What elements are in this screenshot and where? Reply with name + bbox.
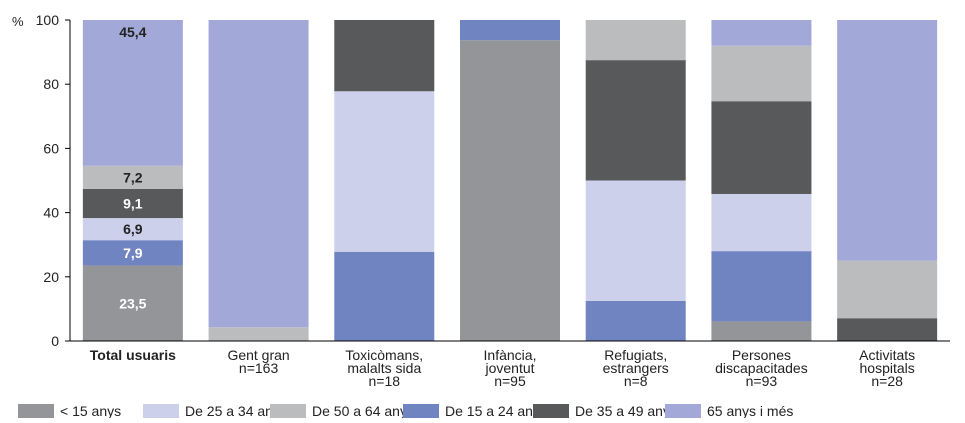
bar-segment: [711, 101, 812, 194]
category-label-line: Gent gran: [227, 347, 289, 363]
bar-segment: [82, 218, 183, 241]
category-label-line: malalts sida: [347, 360, 421, 376]
bar-segment: [585, 300, 686, 341]
bar-segment: [82, 240, 183, 266]
category-label-line: estrangers: [603, 360, 669, 376]
bar-segment: [711, 45, 812, 102]
category-label-line: Refugiats,: [604, 347, 667, 363]
data-labels: 23,5 7,9 6,9 9,1 7,2 45,4: [119, 24, 146, 311]
data-label: 23,5: [119, 295, 146, 311]
bar-segment: [82, 165, 183, 189]
category-label: Gent gran n=163: [227, 347, 289, 376]
y-tick-label: 40: [43, 205, 59, 221]
category-label-line: discapacitades: [715, 360, 808, 376]
category-label-line: n=95: [494, 373, 526, 389]
legend-swatch: [403, 404, 439, 418]
legend: < 15 anys De 25 a 34 anys De 50 a 64 anys D…: [18, 403, 793, 419]
category-label-line: n=93: [746, 373, 778, 389]
legend-swatch: [143, 404, 179, 418]
legend-swatch: [533, 404, 569, 418]
bar-segment: [585, 20, 686, 61]
legend-label: De 25 a 34 anys: [185, 403, 287, 418]
bar-segment: [334, 251, 435, 341]
bar-segment: [837, 318, 938, 341]
category-label-line: Activitats: [859, 347, 915, 363]
legend-swatch: [18, 404, 54, 418]
bar-segment: [585, 60, 686, 181]
category-label: Persones discapacitades n=93: [715, 347, 808, 389]
bar-segment: [711, 193, 812, 252]
data-label: 7,2: [123, 169, 143, 185]
bar-segment: [837, 20, 938, 261]
legend-label: De 15 a 24 anys: [445, 403, 547, 418]
category-label-line: n=28: [871, 373, 903, 389]
category-label-line: n=18: [369, 373, 401, 389]
category-label: Activitats hospitals n=28: [859, 347, 915, 389]
legend-label: 65 anys i més: [707, 403, 793, 418]
bar-segment: [82, 265, 183, 341]
y-tick-label: 60: [43, 140, 59, 156]
bar-segment: [837, 260, 938, 319]
legend-label: De 50 a 64 anys: [312, 403, 414, 418]
category-label-line: Total usuaris: [90, 347, 176, 363]
y-axis-unit-label: %: [12, 14, 24, 29]
bar-segment: [711, 321, 812, 341]
y-tick-label: 100: [36, 12, 60, 28]
data-label: 7,9: [123, 245, 143, 261]
bar-segment: [208, 20, 309, 328]
category-label-line: joventut: [484, 360, 534, 376]
y-tick-label: 80: [43, 76, 59, 92]
bar-segment: [82, 188, 183, 219]
category-label: Refugiats, estrangers n=8: [603, 347, 669, 389]
category-label-line: Infància,: [484, 347, 537, 363]
bar-segment: [208, 327, 309, 341]
y-tick-label: 20: [43, 269, 59, 285]
data-label: 6,9: [123, 221, 143, 237]
category-label: Infància, joventut n=95: [484, 347, 537, 389]
category-label-line: Persones: [732, 347, 791, 363]
legend-label: De 35 a 49 anys: [575, 403, 677, 418]
data-label: 45,4: [119, 24, 146, 40]
bar-segment: [711, 251, 812, 322]
legend-swatch: [665, 404, 701, 418]
legend-swatch: [270, 404, 306, 418]
legend-label: < 15 anys: [60, 403, 121, 418]
bar-segment: [460, 20, 560, 41]
x-axis: Total usuaris Gent gran n=163 Toxicòmans, ma…: [70, 340, 950, 389]
bar-segment: [711, 20, 812, 46]
category-label-line: Toxicòmans,: [345, 347, 423, 363]
category-label-line: hospitals: [860, 360, 915, 376]
category-label: Toxicòmans, malalts sida n=18: [345, 347, 423, 389]
bar-segment: [460, 40, 560, 342]
bar-segment: [585, 180, 686, 301]
bar-segment: [82, 20, 183, 166]
bar-segment: [334, 20, 435, 92]
y-axis: 0 20 40 60 80 100: [36, 12, 71, 349]
category-label: Total usuaris: [90, 347, 176, 363]
bars: [82, 20, 938, 342]
category-label-line: n=163: [239, 360, 279, 376]
bar-segment: [334, 91, 435, 252]
y-tick-label: 0: [51, 333, 59, 349]
data-label: 9,1: [123, 195, 143, 211]
category-label-line: n=8: [624, 373, 648, 389]
